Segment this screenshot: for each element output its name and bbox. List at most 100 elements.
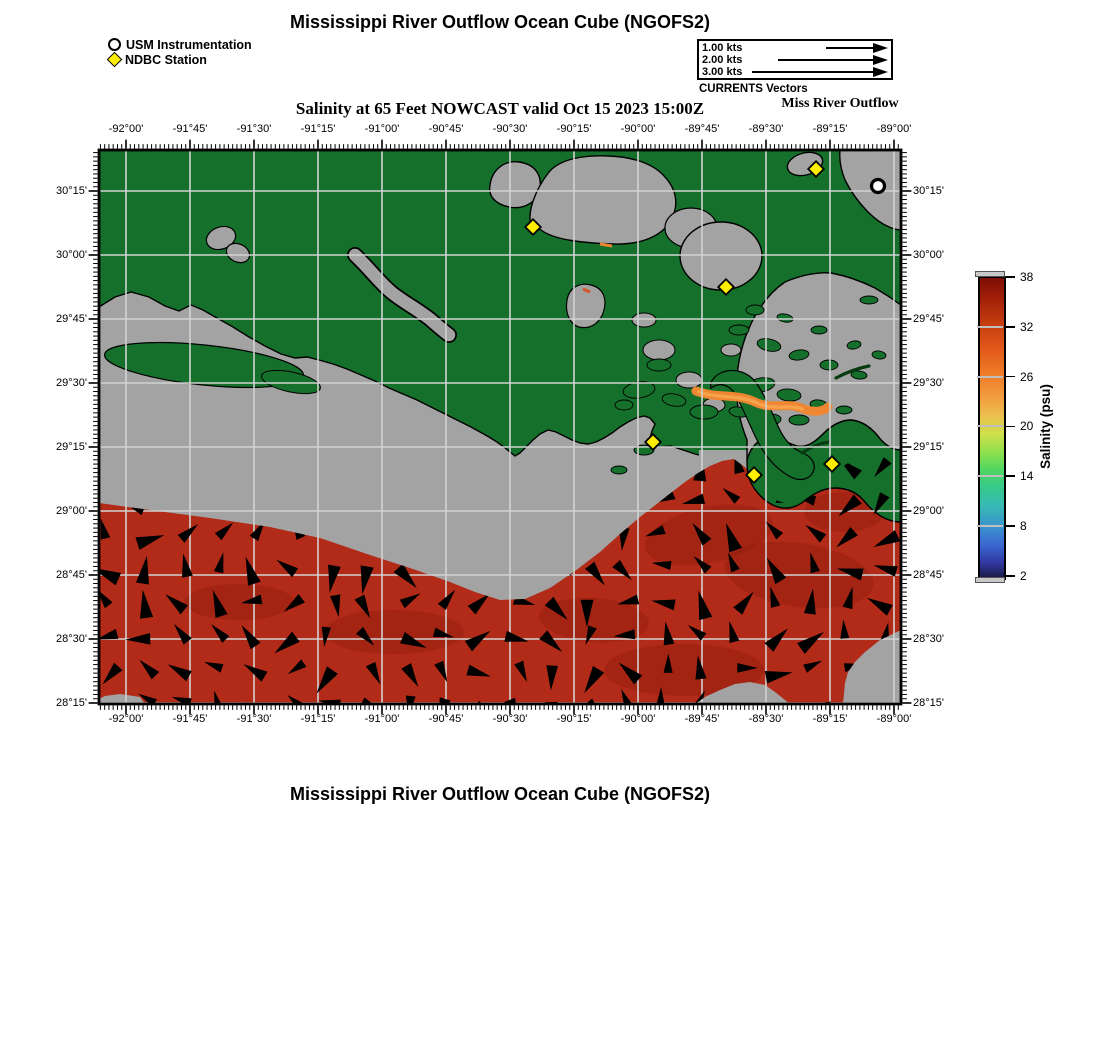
colorbar-title: Salinity (psu)	[1037, 383, 1053, 469]
footer-title: Mississippi River Outflow Ocean Cube (NG…	[289, 784, 711, 804]
current-arrow	[584, 665, 605, 694]
x-axis-label-top-1: -91°45'	[172, 123, 208, 135]
x-axis-label-bottom-7: -90°15'	[556, 713, 592, 725]
colorbar-tick-line-1	[977, 325, 1003, 328]
y-axis-label-left-6: 28°45'	[56, 569, 87, 581]
colorbar-tick-stub-0	[1006, 276, 1015, 278]
x-axis-label-bottom-3: -91°15'	[300, 713, 336, 725]
ndbc-station-marker-2	[716, 277, 736, 297]
legend-item-usm: USM Instrumentation	[108, 37, 252, 52]
current-arrow	[318, 699, 341, 704]
river-chain-fill	[348, 248, 456, 342]
marsh-patch-24	[859, 295, 879, 305]
x-axis-label-bottom-12: -89°00'	[876, 713, 912, 725]
current-arrow	[213, 552, 224, 574]
y-axis-label-left-2: 29°45'	[56, 313, 87, 325]
y-axis-label-right-5: 29°00'	[913, 505, 944, 517]
y-axis-label-right-6: 28°45'	[913, 569, 944, 581]
salinity-shade-5	[184, 584, 294, 620]
graticule	[99, 150, 901, 704]
current-arrow	[810, 552, 820, 574]
colorbar-bottom-cap	[975, 577, 1005, 583]
x-axis-label-top-12: -89°00'	[876, 123, 912, 135]
current-arrow	[737, 663, 758, 673]
current-arrow	[466, 664, 491, 677]
marsh-patch-21	[610, 465, 628, 475]
y-axis-label-right-4: 29°15'	[913, 441, 944, 453]
current-arrow	[836, 527, 858, 548]
vector-key-label-3: 3.00 kts	[702, 66, 743, 78]
current-arrow	[165, 594, 189, 615]
current-arrow	[797, 631, 824, 654]
salinity-shade-6	[604, 644, 764, 696]
current-arrow	[838, 494, 862, 517]
colorbar-tick-stub-2	[1006, 375, 1015, 378]
vector-key-row-2: 2.00 kts	[702, 54, 888, 66]
map-subtitle: Salinity at 65 Feet NOWCAST valid Oct 15…	[295, 99, 705, 118]
marsh-patch-13	[756, 338, 782, 352]
colorbar-tick-line-3	[977, 425, 1003, 428]
marsh-patch-2	[646, 358, 672, 372]
current-arrow	[393, 563, 417, 589]
current-arrow	[681, 493, 706, 504]
marsh-patch-12	[728, 324, 750, 336]
current-arrow	[316, 666, 338, 694]
colorbar-tick-label-0: 38	[1020, 270, 1034, 284]
colorbar-title-wrap: Salinity (psu)	[1034, 276, 1056, 576]
current-arrow	[504, 630, 529, 642]
current-arrow	[136, 555, 150, 585]
vector-arrow-2kt	[754, 54, 888, 66]
colorbar-tick-stub-1	[1006, 326, 1015, 328]
vector-arrow-3kt	[752, 66, 888, 78]
current-arrow	[400, 632, 427, 648]
marsh-pond-4	[720, 343, 742, 357]
marsh-patch-17	[810, 325, 828, 335]
x-axis-label-bottom-1: -91°45'	[172, 713, 208, 725]
ndbc-station-marker-0	[806, 159, 826, 179]
current-arrow	[328, 564, 341, 593]
current-arrow	[764, 628, 788, 652]
vector-key-label-1: 1.00 kts	[702, 42, 743, 54]
colorbar-tick-label-2: 26	[1020, 369, 1034, 384]
x-axis-label-top-11: -89°15'	[812, 123, 848, 135]
marsh-patch-19	[871, 350, 887, 360]
colorbar-tick-line-5	[977, 525, 1003, 527]
current-arrow	[805, 524, 827, 543]
current-arrow	[722, 488, 741, 504]
west-lake-2	[225, 242, 251, 264]
current-arrow	[283, 593, 305, 612]
y-axis-label-left-7: 28°30'	[56, 633, 87, 645]
current-arrow	[663, 621, 675, 646]
current-arrow	[687, 624, 707, 641]
current-arrow	[663, 653, 673, 673]
current-arrow	[733, 591, 754, 615]
current-arrow	[651, 561, 672, 571]
marsh-patch-1	[776, 388, 802, 402]
islet-lake-borgne	[565, 283, 606, 329]
colorbar-tick-label-3: 20	[1020, 419, 1034, 434]
current-arrow	[434, 660, 448, 683]
salinity-shading	[184, 492, 884, 696]
current-arrow	[287, 695, 309, 704]
current-arrow	[874, 457, 892, 478]
current-arrow	[432, 627, 454, 638]
colorbar	[978, 276, 1006, 580]
marsh-patch-14	[788, 349, 810, 361]
x-axis-label-top-9: -89°45'	[684, 123, 720, 135]
x-axis-label-top-7: -90°15'	[556, 123, 592, 135]
current-arrow	[693, 556, 712, 574]
current-arrow	[692, 523, 712, 546]
current-arrow	[243, 664, 268, 682]
x-axis-label-top-0: -92°00'	[108, 123, 144, 135]
current-arrow	[399, 593, 421, 609]
current-arrow	[695, 655, 707, 680]
west-lake-1	[205, 225, 237, 251]
x-axis-label-top-2: -91°30'	[236, 123, 272, 135]
current-arrow	[464, 630, 491, 652]
marsh-patch-15	[819, 359, 839, 371]
current-arrow	[102, 662, 123, 685]
region-label: Miss River Outflow	[781, 96, 899, 111]
current-arrow	[355, 626, 375, 646]
marsh-patch-5	[689, 404, 719, 420]
y-axis-label-left-4: 29°15'	[56, 441, 87, 453]
